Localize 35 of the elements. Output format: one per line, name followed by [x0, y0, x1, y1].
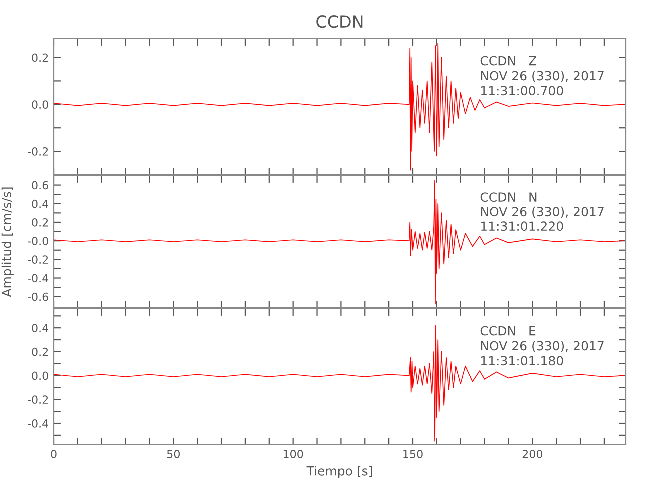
x-tick-label: 200 [522, 450, 543, 458]
annotation: NOV 26 (330), 2017 [481, 341, 604, 352]
annotation: CCDN E [480, 326, 536, 336]
annotation: 11:31:00.700 [482, 86, 564, 96]
y-tick-label: 0.2 [32, 218, 48, 227]
line-series [54, 325, 624, 442]
y-tick-label: 0.6 [32, 181, 48, 190]
y-axis-title: Amplitud [cm/s/s] [2, 188, 14, 298]
y-tick-label: -0.2 [28, 256, 48, 264]
line-series [54, 180, 624, 305]
y-tick-label: 0.4 [32, 324, 49, 332]
annotation: CCDN Z [480, 56, 536, 66]
chart-title: CCDN [316, 16, 363, 28]
x-tick-label: 50 [167, 450, 180, 458]
x-tick-label: 150 [404, 450, 423, 458]
annotation: NOV 26 (330), 2017 [481, 206, 604, 218]
y-tick-label: 0.0 [32, 100, 48, 110]
y-tick-label: -0.6 [28, 292, 48, 302]
y-tick-label: -0.4 [28, 420, 49, 428]
y-tick-label: 0.4 [32, 200, 49, 208]
x-tick-label: 100 [284, 450, 304, 458]
y-tick-label: 0.2 [32, 348, 48, 356]
annotation: NOV 26 (330), 2017 [481, 71, 604, 82]
line-series [54, 43, 624, 171]
annotation: 11:31:01.220 [482, 222, 564, 232]
x-tick-label: 0 [51, 450, 57, 458]
y-tick-label: -0.4 [28, 274, 49, 283]
y-tick-label: -0.0 [28, 237, 48, 246]
y-tick-label: 0.2 [32, 54, 48, 62]
x-axis-title: Tiempo [s] [306, 466, 372, 478]
annotation: CCDN N [480, 192, 537, 202]
y-tick-label: -0.2 [28, 396, 48, 404]
y-tick-label: 0.0 [32, 372, 48, 380]
annotation: 11:31:01.180 [482, 356, 564, 366]
y-tick-label: -0.2 [28, 148, 48, 156]
